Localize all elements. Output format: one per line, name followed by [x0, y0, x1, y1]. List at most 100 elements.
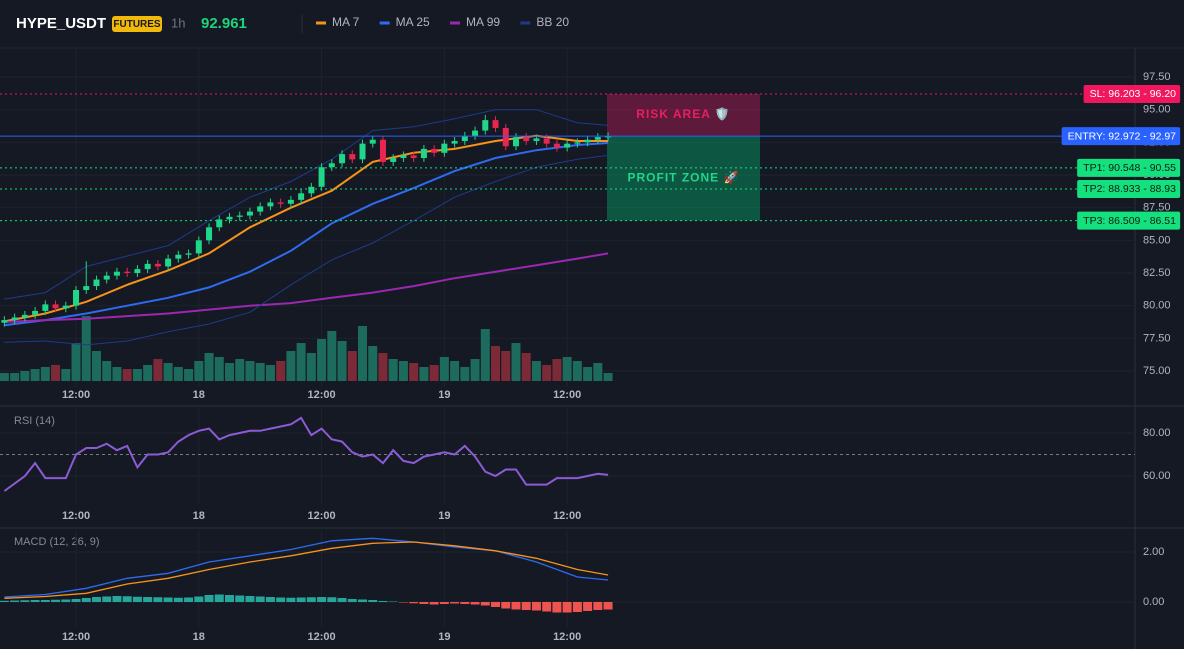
histogram-bar: [337, 598, 347, 602]
histogram-bar: [491, 602, 501, 607]
histogram-bar: [214, 594, 224, 602]
candle-body: [134, 269, 141, 274]
volume-bar: [265, 365, 275, 381]
histogram-bar: [542, 602, 552, 612]
volume-bar: [542, 365, 552, 381]
histogram-bar: [511, 602, 521, 610]
zone: [607, 136, 760, 221]
volume-bar: [327, 331, 337, 381]
candle-body: [103, 275, 110, 280]
candle-body: [216, 219, 223, 228]
histogram-bar: [71, 599, 81, 602]
candle-body: [52, 304, 59, 309]
candle-body: [339, 154, 346, 164]
badge-bg: [112, 16, 162, 32]
candle-body: [369, 139, 376, 144]
candle-body: [206, 227, 213, 241]
histogram-bar: [501, 602, 511, 609]
y-tick-label: 97.50: [1143, 71, 1171, 83]
volume-bar: [429, 365, 439, 381]
histogram-bar: [112, 596, 122, 602]
rsi-title: RSI (14): [14, 415, 55, 427]
candle-body: [441, 143, 448, 153]
histogram-bar: [194, 596, 204, 602]
histogram-bar: [173, 597, 183, 602]
histogram-bar: [51, 599, 61, 602]
histogram-bar: [224, 595, 234, 602]
macd-title: MACD (12, 26, 9): [14, 536, 100, 548]
volume-bar: [491, 346, 501, 381]
candle-body: [175, 254, 182, 259]
histogram-bar: [255, 596, 265, 602]
histogram-bar: [61, 599, 71, 602]
x-tick-label: 12:00: [553, 631, 581, 643]
volume-bar: [71, 343, 81, 381]
candle-body: [482, 120, 489, 131]
zone: [607, 93, 760, 137]
x-tick-label: 12:00: [308, 389, 336, 401]
histogram-bar: [10, 600, 20, 602]
candle-body: [144, 263, 151, 270]
candle-body: [226, 216, 233, 220]
legend-label: MA 7: [332, 15, 360, 29]
volume-bar: [173, 367, 183, 381]
volume-bar: [603, 373, 613, 381]
x-tick-label: 12:00: [62, 510, 90, 522]
volume-bar: [501, 351, 511, 381]
candle-body: [277, 202, 284, 204]
candle-body: [594, 137, 601, 140]
volume-bar: [61, 369, 71, 381]
candle-body: [287, 199, 294, 204]
candle-body: [605, 136, 612, 138]
candle-body: [431, 148, 438, 153]
candle-body: [62, 305, 69, 309]
volume-bar: [204, 353, 214, 381]
histogram-bar: [40, 600, 50, 602]
volume-bar: [398, 361, 408, 381]
volume-bar: [562, 357, 572, 381]
candle-body: [93, 279, 100, 287]
volume-bar: [20, 371, 30, 381]
symbol: HYPE_USDT: [16, 15, 106, 32]
indicator-line: [4, 154, 609, 346]
candle-body: [42, 304, 49, 311]
candle-body: [236, 215, 243, 217]
volume-bar: [583, 367, 593, 381]
interval: 1h: [171, 15, 185, 30]
histogram-bar: [184, 597, 194, 602]
histogram-bar: [429, 602, 439, 605]
histogram-bar: [327, 597, 337, 602]
volume-bar: [511, 343, 521, 381]
histogram-bar: [388, 601, 398, 602]
candle-body: [533, 138, 540, 142]
level-badge: [1077, 211, 1181, 230]
level-badge: [1083, 84, 1181, 103]
y-tick-label: 80.00: [1143, 300, 1171, 312]
volume-bar: [184, 369, 194, 381]
x-tick-label: 19: [438, 389, 450, 401]
volume-bar: [388, 359, 398, 381]
histogram-bar: [30, 600, 40, 602]
volume-bar: [419, 367, 429, 381]
x-tick-label: 12:00: [308, 510, 336, 522]
candle-body: [390, 158, 397, 162]
y-tick-label: 80.00: [1143, 427, 1171, 439]
volume-bar: [143, 365, 153, 381]
candle-body: [512, 137, 519, 147]
candle-body: [73, 290, 80, 306]
volume-bar: [337, 341, 347, 381]
candle-body: [349, 154, 356, 160]
volume-bar: [0, 373, 9, 381]
volume-bar: [450, 361, 460, 381]
histogram-bar: [358, 599, 368, 602]
volume-bar: [102, 361, 112, 381]
volume-bar: [153, 359, 163, 381]
legend-label: MA 99: [466, 15, 500, 29]
volume-bar: [439, 357, 449, 381]
volume-bar: [347, 351, 357, 381]
volume-bar: [224, 363, 234, 381]
histogram-bar: [552, 602, 562, 613]
